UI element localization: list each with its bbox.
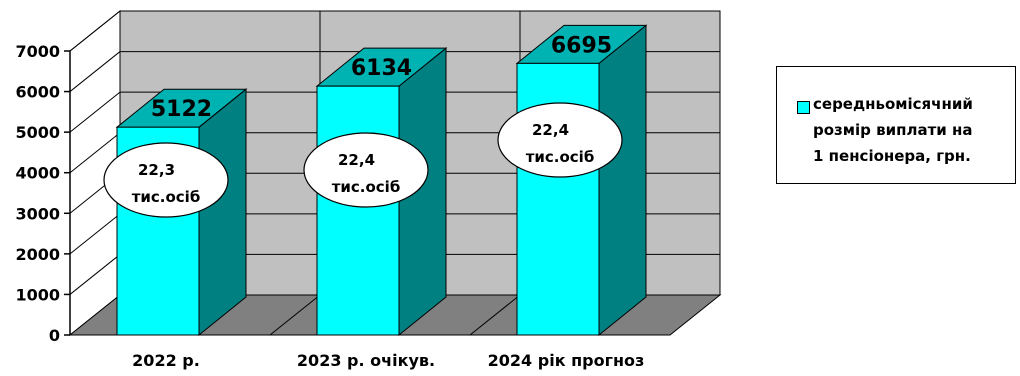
annotation-unit: тис.осіб: [332, 178, 401, 196]
legend-swatch: [797, 101, 810, 114]
y-tick-label: 4000: [15, 164, 60, 183]
value-label: 5122: [151, 97, 212, 122]
annotations: 22,3 тис.осіб 22,4 тис.осіб 22,4 тис.осіб: [103, 102, 623, 218]
annotation-value: 22,4: [532, 121, 569, 139]
y-tick-label: 5000: [15, 123, 60, 142]
x-axis-categories: 2022 р. 2023 р. очікув. 2024 рік прогноз: [132, 351, 644, 370]
bar-side: [198, 88, 247, 337]
y-tick-label: 1000: [15, 285, 60, 304]
gridline-side: [69, 213, 121, 255]
bar-side: [598, 24, 647, 337]
x-tick-label: 2024 рік прогноз: [488, 351, 645, 370]
value-label: 6695: [551, 33, 612, 58]
annotation-bubble: [497, 102, 623, 178]
annotation-value: 22,3: [138, 161, 175, 179]
annotation-unit: тис.осіб: [526, 148, 595, 166]
bars: [115, 24, 648, 337]
y-tick-label: 7000: [15, 42, 60, 61]
gridline-side: [69, 51, 121, 92]
value-label: 6134: [351, 56, 412, 81]
y-tick-label: 3000: [15, 204, 60, 223]
gridline-side: [69, 10, 121, 52]
annotation-bubble: [103, 142, 229, 218]
floor-divider: [269, 294, 321, 336]
y-axis-ticks: 0 1000 2000 3000 4000 5000 6000 7000: [15, 42, 70, 345]
x-tick-label: 2022 р.: [132, 351, 200, 370]
annotation-bubble: [303, 132, 429, 208]
x-tick-label: 2023 р. очікув.: [297, 351, 435, 370]
gridline-side: [69, 91, 121, 133]
y-tick-label: 2000: [15, 245, 60, 264]
y-tick-label: 6000: [15, 83, 60, 102]
value-labels: 5122 6134 6695: [151, 33, 612, 122]
bar: [316, 85, 400, 336]
gridline-side: [69, 132, 121, 174]
annotation-value: 22,4: [338, 151, 375, 169]
y-tick-label: 0: [49, 326, 60, 345]
gridline-side: [69, 254, 121, 295]
floor-divider: [469, 294, 521, 336]
legend-label: середньомісячний розмір виплати на 1 пен…: [813, 95, 973, 165]
legend: середньомісячний розмір виплати на 1 пен…: [776, 66, 1016, 184]
annotation-unit: тис.осіб: [132, 188, 201, 206]
